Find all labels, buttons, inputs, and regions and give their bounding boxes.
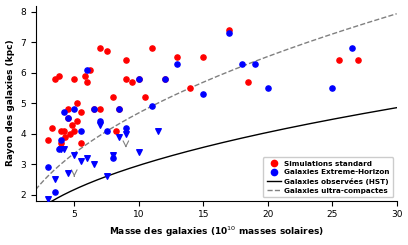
- Point: [142, 95, 149, 99]
- X-axis label: Masse des galaxies (10$^{10}$ masses solaires): Masse des galaxies (10$^{10}$ masses sol…: [109, 225, 324, 239]
- Point: [149, 104, 155, 108]
- Point: [71, 153, 78, 157]
- Point: [97, 122, 103, 126]
- Point: [84, 68, 91, 72]
- Point: [61, 147, 67, 151]
- Point: [116, 107, 123, 111]
- Point: [71, 107, 78, 111]
- Point: [97, 46, 103, 50]
- Point: [110, 153, 116, 157]
- Point: [97, 120, 103, 123]
- Point: [64, 116, 71, 120]
- Point: [81, 74, 88, 78]
- Point: [45, 165, 52, 169]
- Point: [245, 80, 252, 84]
- Point: [264, 86, 271, 90]
- Point: [103, 174, 110, 178]
- Point: [52, 177, 58, 181]
- Point: [73, 101, 80, 105]
- Point: [110, 156, 116, 160]
- Point: [67, 132, 74, 136]
- Point: [200, 92, 206, 96]
- Point: [112, 129, 119, 133]
- Point: [97, 107, 103, 111]
- Point: [45, 197, 52, 201]
- Point: [161, 77, 168, 81]
- Point: [174, 61, 181, 65]
- Point: [78, 129, 84, 133]
- Point: [161, 77, 168, 81]
- Point: [58, 129, 64, 133]
- Point: [49, 126, 55, 130]
- Point: [90, 107, 97, 111]
- Point: [226, 31, 232, 35]
- Point: [64, 171, 71, 175]
- Point: [348, 46, 355, 50]
- Point: [155, 129, 162, 133]
- Point: [252, 61, 258, 65]
- Point: [110, 95, 116, 99]
- Point: [122, 59, 129, 62]
- Point: [62, 135, 69, 139]
- Point: [84, 156, 91, 160]
- Point: [122, 126, 129, 130]
- Point: [69, 122, 75, 126]
- Point: [135, 150, 142, 154]
- Point: [335, 59, 342, 62]
- Point: [55, 74, 62, 78]
- Point: [52, 190, 58, 194]
- Point: [55, 147, 62, 151]
- Point: [116, 135, 123, 139]
- Point: [58, 141, 64, 145]
- Point: [58, 138, 64, 142]
- Y-axis label: Rayon des galaxies (kpc): Rayon des galaxies (kpc): [6, 40, 15, 166]
- Point: [149, 46, 155, 50]
- Point: [64, 107, 71, 111]
- Point: [52, 77, 58, 81]
- Point: [329, 86, 335, 90]
- Point: [73, 120, 80, 123]
- Point: [71, 129, 78, 133]
- Point: [45, 138, 52, 142]
- Point: [187, 86, 194, 90]
- Point: [129, 80, 135, 84]
- Point: [90, 107, 97, 111]
- Point: [61, 129, 67, 133]
- Point: [64, 116, 71, 120]
- Point: [355, 59, 361, 62]
- Point: [78, 159, 84, 163]
- Legend: Simulations standard, Galaxies Extreme-Horizon, Galaxies observées (HST), Galaxi: Simulations standard, Galaxies Extreme-H…: [263, 157, 393, 197]
- Point: [226, 28, 232, 32]
- Point: [122, 77, 129, 81]
- Point: [103, 129, 110, 133]
- Point: [84, 80, 91, 84]
- Point: [200, 55, 206, 59]
- Point: [135, 77, 142, 81]
- Point: [90, 162, 97, 166]
- Point: [61, 110, 67, 114]
- Point: [78, 110, 84, 114]
- Point: [58, 147, 64, 151]
- Point: [86, 68, 93, 72]
- Point: [116, 107, 123, 111]
- Point: [239, 61, 245, 65]
- Point: [71, 77, 78, 81]
- Point: [78, 141, 84, 145]
- Point: [103, 49, 110, 53]
- Point: [135, 77, 142, 81]
- Point: [174, 55, 181, 59]
- Point: [122, 132, 129, 136]
